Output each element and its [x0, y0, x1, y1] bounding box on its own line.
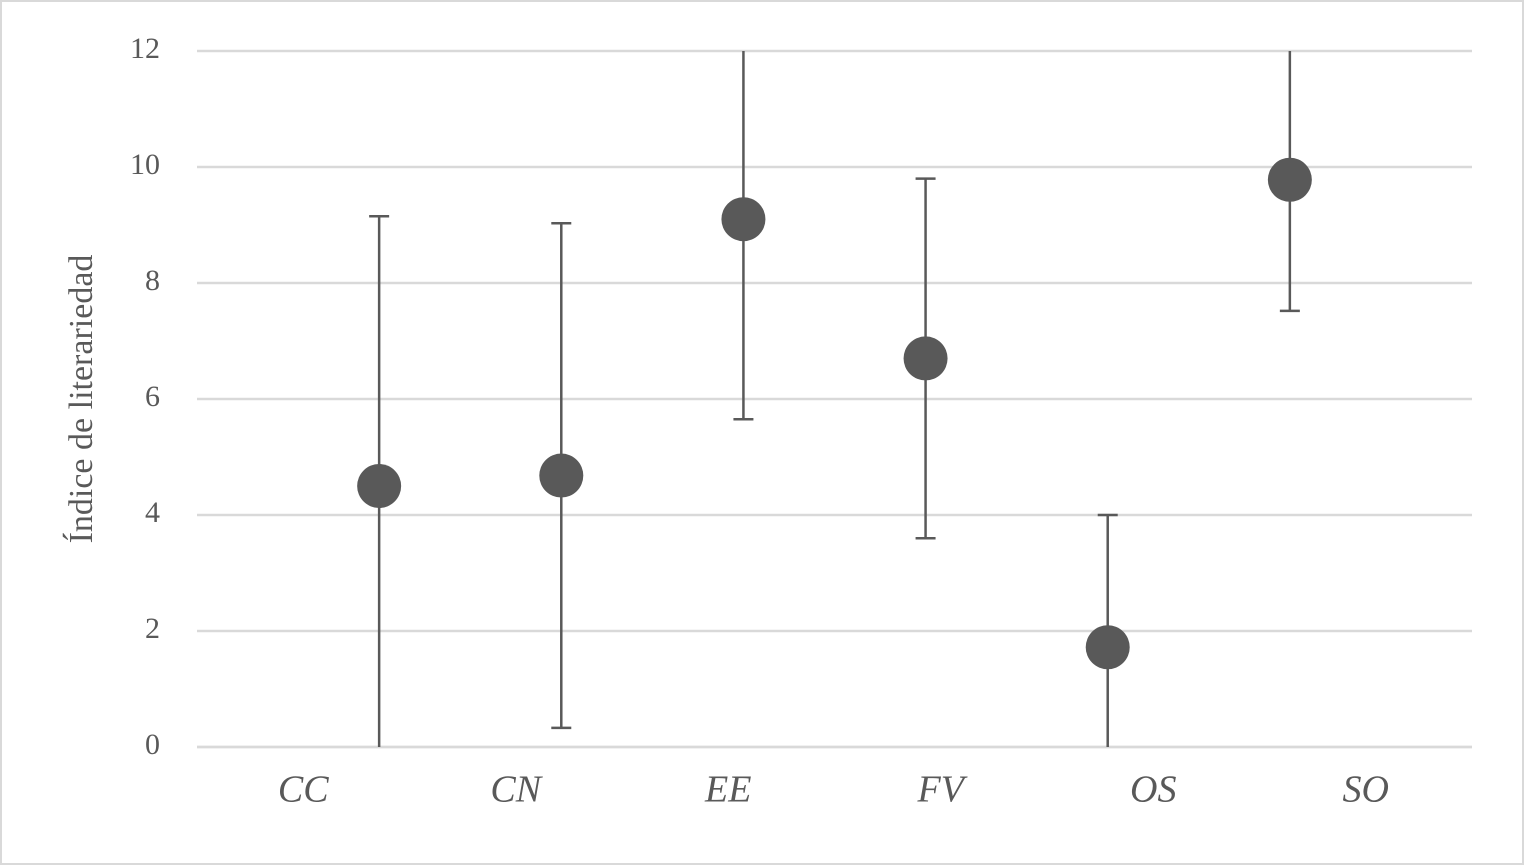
point: [539, 453, 584, 498]
point: [721, 197, 766, 242]
y-tick-label: 0: [145, 728, 160, 761]
x-tick-label: FV: [917, 769, 968, 811]
point: [1085, 625, 1130, 670]
y-axis-title: Índice de literariedad: [63, 255, 100, 544]
x-tick-label: CN: [490, 769, 543, 811]
y-tick-label: 12: [130, 32, 160, 65]
y-tick-label: 2: [145, 612, 160, 645]
x-tick-label: OS: [1130, 769, 1176, 811]
x-tick-label: SO: [1343, 769, 1389, 811]
y-tick-label: 6: [145, 380, 160, 413]
x-tick-label: CC: [278, 769, 329, 811]
y-tick-label: 8: [145, 264, 160, 297]
y-tick-label: 4: [145, 496, 160, 529]
point: [903, 336, 948, 381]
x-tick-label: EE: [704, 769, 751, 811]
point: [357, 464, 402, 508]
point: [1267, 157, 1312, 202]
y-tick-label: 10: [130, 148, 160, 181]
